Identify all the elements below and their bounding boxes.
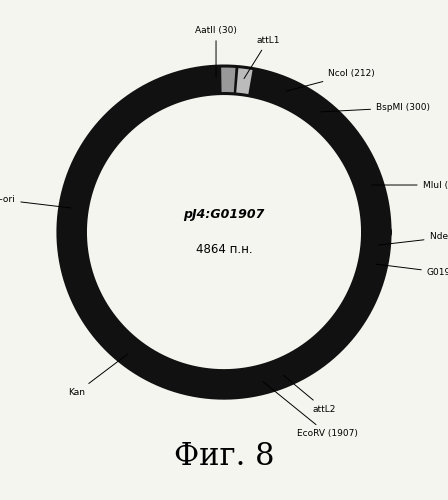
Text: 4864 п.н.: 4864 п.н. — [196, 244, 252, 256]
Text: NcoI (212): NcoI (212) — [286, 70, 375, 91]
Text: pJ4:G01907: pJ4:G01907 — [183, 208, 265, 220]
Text: BspMI (300): BspMI (300) — [321, 103, 430, 112]
Text: Kan: Kan — [69, 354, 128, 397]
Text: attL1: attL1 — [244, 36, 280, 78]
Text: AatII (30): AatII (30) — [195, 26, 237, 77]
Text: G01907: G01907 — [376, 264, 448, 277]
Text: EcoRV (1907): EcoRV (1907) — [263, 382, 358, 438]
Text: attL2: attL2 — [283, 375, 336, 414]
Text: MluI (765): MluI (765) — [372, 180, 448, 190]
Text: pUC-ori: pUC-ori — [0, 195, 71, 208]
Text: NdeI (979): NdeI (979) — [379, 232, 448, 245]
Text: Фиг. 8: Фиг. 8 — [174, 440, 274, 472]
